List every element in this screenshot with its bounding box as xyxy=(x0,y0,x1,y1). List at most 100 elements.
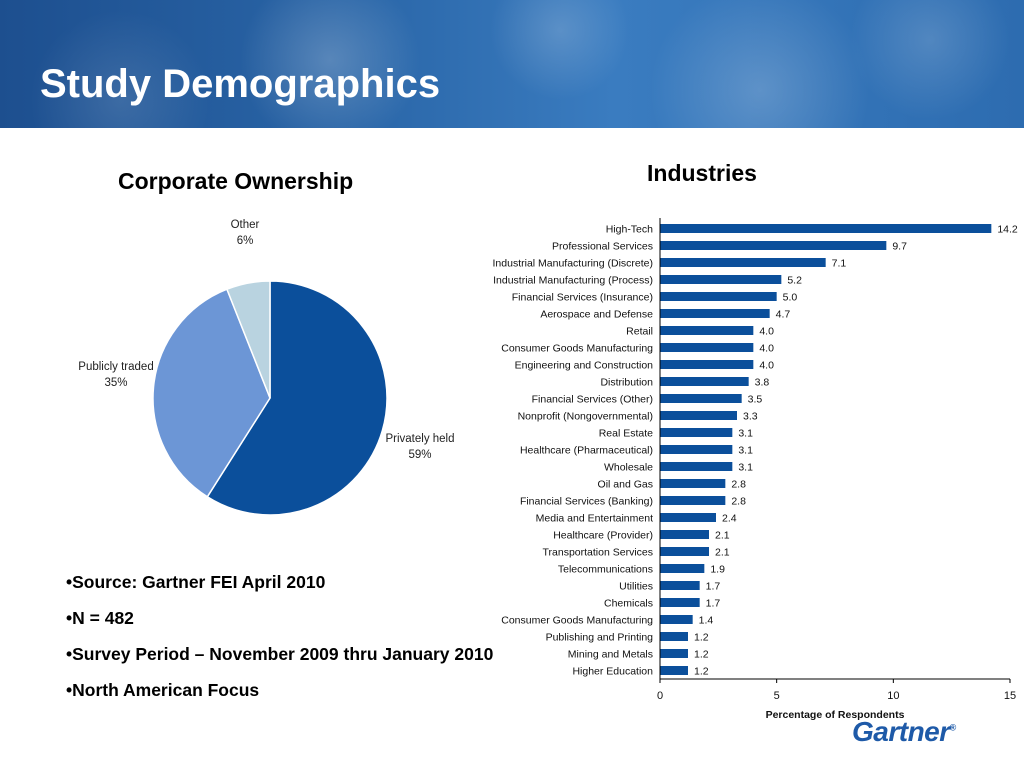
bar-category-label: Real Estate xyxy=(599,428,653,440)
note-item: •Survey Period – November 2009 thru Janu… xyxy=(66,644,494,664)
bar-value-label: 3.1 xyxy=(738,445,753,457)
bar-value-label: 1.7 xyxy=(706,598,721,610)
bar-value-label: 1.4 xyxy=(699,615,714,627)
bar-category-label: Higher Education xyxy=(572,666,653,678)
pie-slice-value: 6% xyxy=(237,235,254,247)
bar-value-label: 2.1 xyxy=(715,547,730,559)
bar-value-label: 5.0 xyxy=(783,292,798,304)
bar-category-label: Healthcare (Pharmaceutical) xyxy=(520,445,653,457)
bar-value-label: 2.8 xyxy=(731,479,746,491)
bar xyxy=(660,275,782,284)
bar-category-label: Aerospace and Defense xyxy=(540,309,653,321)
notes-list: •Source: Gartner FEI April 2010 •N = 482… xyxy=(66,572,493,716)
pie-chart-title: Corporate Ownership xyxy=(118,168,354,194)
note-item: •North American Focus xyxy=(66,680,260,700)
bar xyxy=(660,241,887,250)
page-title: Study Demographics xyxy=(40,62,441,106)
bar-value-label: 3.1 xyxy=(738,462,753,474)
note-item: •N = 482 xyxy=(66,608,134,628)
bar-value-label: 2.4 xyxy=(722,513,737,525)
registered-mark: ® xyxy=(949,722,957,733)
bar-category-label: High-Tech xyxy=(606,224,653,236)
bar-category-label: Chemicals xyxy=(604,598,653,610)
bar xyxy=(660,649,688,658)
bar-category-label: Retail xyxy=(626,326,653,338)
bar xyxy=(660,428,733,437)
pie-slice-label: Other xyxy=(231,219,260,231)
bar-category-label: Industrial Manufacturing (Discrete) xyxy=(493,258,653,270)
bar-category-label: Engineering and Construction xyxy=(515,360,654,372)
x-axis-title: Percentage of Respondents xyxy=(766,709,905,721)
x-tick-label: 0 xyxy=(657,690,663,702)
x-tick-label: 5 xyxy=(774,690,780,702)
bar xyxy=(660,564,705,573)
bar-value-label: 9.7 xyxy=(892,241,907,253)
bar xyxy=(660,309,770,318)
bar-value-label: 3.1 xyxy=(738,428,753,440)
bar xyxy=(660,462,733,471)
bar-category-label: Wholesale xyxy=(604,462,653,474)
bar-value-label: 1.2 xyxy=(694,632,709,644)
bar-category-label: Utilities xyxy=(619,581,653,593)
bar-category-label: Financial Services (Other) xyxy=(532,394,653,406)
bar-chart-title: Industries xyxy=(647,160,757,186)
bar xyxy=(660,360,754,369)
x-tick-label: 10 xyxy=(887,690,899,702)
bar xyxy=(660,496,726,505)
bar-value-label: 1.7 xyxy=(706,581,721,593)
bar-category-label: Publishing and Printing xyxy=(546,632,654,644)
bar-value-label: 5.2 xyxy=(787,275,802,287)
bar-value-label: 4.0 xyxy=(759,343,774,355)
bar-value-label: 4.7 xyxy=(776,309,791,321)
bar xyxy=(660,632,688,641)
bar-value-label: 7.1 xyxy=(832,258,847,270)
pie-slice-label: Publicly traded xyxy=(78,361,153,373)
x-tick-label: 15 xyxy=(1004,690,1016,702)
bar-value-label: 3.8 xyxy=(755,377,770,389)
bar xyxy=(660,343,754,352)
ownership-pie-chart: Privately held 59% Publicly traded 35% Other… xyxy=(78,219,455,516)
bar xyxy=(660,394,742,403)
bar-value-label: 1.2 xyxy=(694,649,709,661)
pie-slice-value: 35% xyxy=(104,377,127,389)
bar xyxy=(660,598,700,607)
bar-category-label: Oil and Gas xyxy=(598,479,653,491)
industries-bar-chart: High-Tech 14.2 Professional Services 9.7 Ind… xyxy=(493,218,1018,721)
pie-slice-value: 59% xyxy=(408,449,431,461)
bar xyxy=(660,530,709,539)
bar-value-label: 14.2 xyxy=(997,224,1018,236)
bar xyxy=(660,411,737,420)
bar-value-label: 2.8 xyxy=(731,496,746,508)
bar xyxy=(660,326,754,335)
bar xyxy=(660,224,992,233)
bar xyxy=(660,258,826,267)
bar-value-label: 1.2 xyxy=(694,666,709,678)
bar xyxy=(660,479,726,488)
bar-category-label: Healthcare (Provider) xyxy=(553,530,653,542)
bar-category-label: Consumer Goods Manufacturing xyxy=(501,343,653,355)
bar-category-label: Consumer Goods Manufacturing xyxy=(501,615,653,627)
bar-value-label: 3.3 xyxy=(743,411,758,423)
bar-category-label: Telecommunications xyxy=(558,564,653,576)
bar-category-label: Professional Services xyxy=(552,241,653,253)
pie-slice xyxy=(152,288,271,498)
header-banner: Study Demographics xyxy=(0,0,1024,128)
bar xyxy=(660,666,688,675)
gartner-logo-text: Gartner xyxy=(852,716,950,747)
bar-category-label: Media and Entertainment xyxy=(536,513,653,525)
bar xyxy=(660,581,700,590)
bar xyxy=(660,547,709,556)
bar-category-label: Financial Services (Banking) xyxy=(520,496,653,508)
bar-category-label: Transportation Services xyxy=(543,547,654,559)
note-item: •Source: Gartner FEI April 2010 xyxy=(66,572,326,592)
bar xyxy=(660,377,749,386)
bar-value-label: 4.0 xyxy=(759,326,774,338)
bar-value-label: 4.0 xyxy=(759,360,774,372)
bar-value-label: 3.5 xyxy=(748,394,763,406)
bar-category-label: Nonprofit (Nongovernmental) xyxy=(518,411,653,423)
bar-category-label: Distribution xyxy=(600,377,653,389)
gartner-logo: Gartner® xyxy=(852,716,956,748)
bar-category-label: Industrial Manufacturing (Process) xyxy=(493,275,653,287)
bar-value-label: 2.1 xyxy=(715,530,730,542)
bar xyxy=(660,292,777,301)
